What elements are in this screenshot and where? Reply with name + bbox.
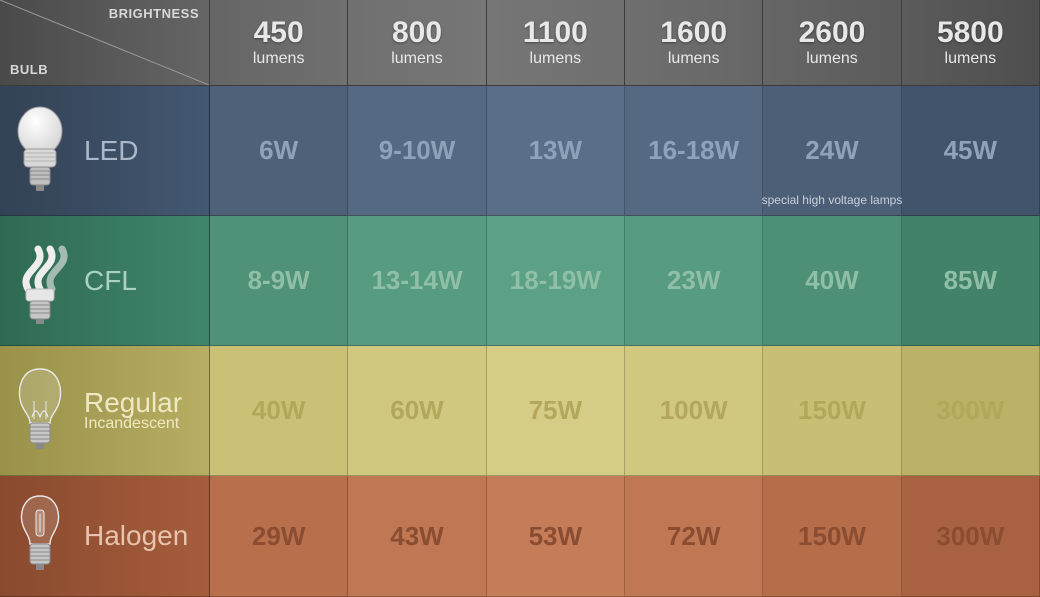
cell-led-450: 6W [210,86,348,216]
header-col-1100: 1100 lumens [487,0,625,86]
header-bulb-label: BULB [10,62,48,77]
header-lumens-unit: lumens [530,50,582,68]
cell-value: 23W [667,265,720,296]
header-lumens-unit: lumens [945,50,997,68]
cell-led-800: 9-10W [348,86,486,216]
cell-cfl-2600: 40W [763,216,901,346]
cell-incandescent-800: 60W [348,346,486,476]
row-label-incandescent: Regular Incandescent [0,346,210,476]
cell-value: 29W [252,521,305,552]
cell-cfl-1100: 18-19W [487,216,625,346]
header-lumens-value: 800 [392,18,442,48]
cell-value: 8-9W [248,265,310,296]
cell-value: 150W [798,395,866,426]
header-col-1600: 1600 lumens [625,0,763,86]
cell-value: 6W [259,135,298,166]
header-col-450: 450 lumens [210,0,348,86]
cell-halogen-2600: 150W [763,476,901,597]
cell-value: 75W [529,395,582,426]
cell-note: special high voltage lamps [762,193,903,207]
cell-value: 72W [667,521,720,552]
header-lumens-value: 450 [254,18,304,48]
header-lumens-unit: lumens [668,50,720,68]
header-lumens-unit: lumens [806,50,858,68]
header-brightness-label: BRIGHTNESS [109,6,199,21]
row-name: LED [84,136,138,165]
cell-incandescent-1600: 100W [625,346,763,476]
cell-halogen-800: 43W [348,476,486,597]
cell-cfl-5800: 85W [902,216,1040,346]
cell-incandescent-1100: 75W [487,346,625,476]
header-corner: BRIGHTNESS BULB [0,0,210,86]
cell-halogen-450: 29W [210,476,348,597]
cell-value: 53W [529,521,582,552]
row-label-cfl: CFL [0,216,210,346]
cell-value: 13W [529,135,582,166]
cell-value: 300W [936,521,1004,552]
cell-value: 60W [390,395,443,426]
header-lumens-value: 1600 [660,18,727,48]
cell-cfl-1600: 23W [625,216,763,346]
led-bulb-icon [10,101,70,201]
cell-value: 45W [944,135,997,166]
row-label-halogen: Halogen [0,476,210,597]
cell-value: 150W [798,521,866,552]
row-label-led: LED [0,86,210,216]
cell-value: 300W [936,395,1004,426]
row-subname: Incandescent [84,416,182,433]
header-col-2600: 2600 lumens [763,0,901,86]
cell-value: 43W [390,521,443,552]
cell-halogen-1100: 53W [487,476,625,597]
header-lumens-unit: lumens [253,50,305,68]
cell-incandescent-2600: 150W [763,346,901,476]
cell-cfl-450: 8-9W [210,216,348,346]
cell-value: 40W [252,395,305,426]
cell-led-5800: 45W [902,86,1040,216]
cell-value: 16-18W [648,135,739,166]
cell-cfl-800: 13-14W [348,216,486,346]
cell-led-1600: 16-18W [625,86,763,216]
cell-value: 85W [944,265,997,296]
incandescent-bulb-icon [10,361,70,461]
cell-led-2600: 24W special high voltage lamps [763,86,901,216]
row-name: Halogen [84,521,188,550]
cell-incandescent-450: 40W [210,346,348,476]
header-col-5800: 5800 lumens [902,0,1040,86]
bulb-comparison-table: BRIGHTNESS BULB 450 lumens 800 lumens 11… [0,0,1040,597]
cfl-bulb-icon [10,231,70,331]
header-col-800: 800 lumens [348,0,486,86]
row-name: Regular [84,388,182,417]
cell-value: 24W [805,135,858,166]
header-lumens-value: 1100 [523,18,588,48]
cell-value: 100W [660,395,728,426]
cell-incandescent-5800: 300W [902,346,1040,476]
cell-led-1100: 13W [487,86,625,216]
cell-value: 9-10W [379,135,456,166]
halogen-bulb-icon [10,486,70,586]
row-name: CFL [84,266,137,295]
cell-halogen-5800: 300W [902,476,1040,597]
header-lumens-value: 5800 [937,18,1004,48]
cell-value: 18-19W [510,265,601,296]
cell-value: 40W [805,265,858,296]
cell-value: 13-14W [371,265,462,296]
header-lumens-value: 2600 [799,18,866,48]
header-lumens-unit: lumens [391,50,443,68]
cell-halogen-1600: 72W [625,476,763,597]
